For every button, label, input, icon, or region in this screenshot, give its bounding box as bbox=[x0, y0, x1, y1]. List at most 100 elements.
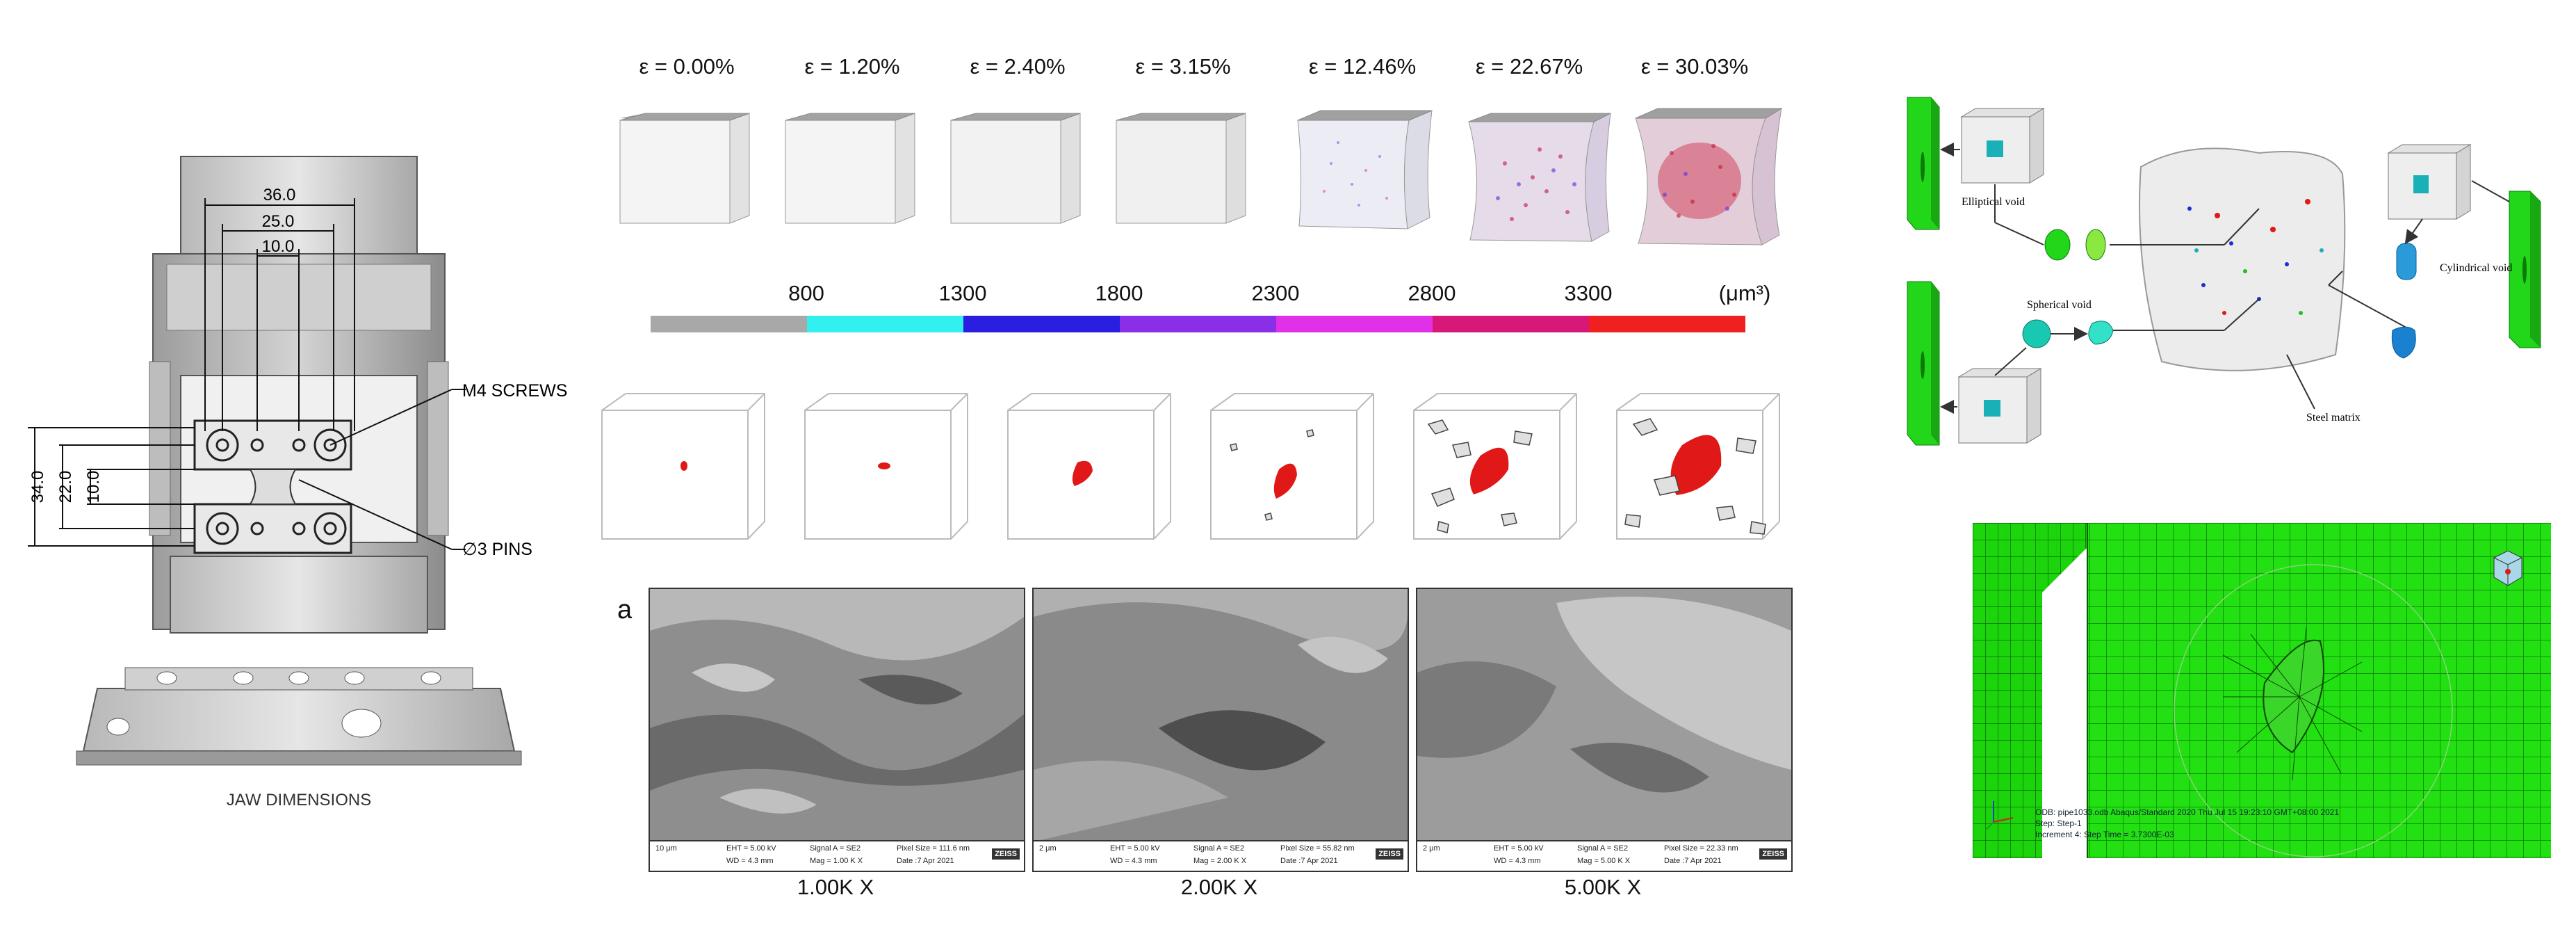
sem-info-bar: 2 μm EHT = 5.00 kV WD = 4.3 mm Signal A … bbox=[1417, 840, 1791, 871]
mesh-cube-top bbox=[1960, 108, 2045, 184]
jaw-caption: JAW DIMENSIONS bbox=[227, 791, 371, 809]
colorbar-seg-0 bbox=[651, 316, 807, 332]
sem-mag-label-0: 1.00K X bbox=[797, 875, 874, 899]
view-cube bbox=[2493, 550, 2522, 586]
dim-10-left: 10.0 bbox=[84, 471, 103, 503]
strain-label-1: ε = 1.20% bbox=[804, 54, 900, 79]
sem-info-bar: 10 μm EHT = 5.00 kV WD = 4.3 mm Signal A… bbox=[650, 840, 1024, 871]
sem-signal: Signal A = SE2 bbox=[1193, 844, 1245, 853]
sem-mag-label-1: 2.00K X bbox=[1180, 875, 1258, 899]
sem-signal: Signal A = SE2 bbox=[810, 844, 861, 853]
wire-box-5 bbox=[1616, 393, 1780, 540]
void-evolution-row bbox=[601, 393, 1780, 540]
jaw-drawing: 36.0 25.0 10.0 34.0 22.0 10.0 M4 SCREWS … bbox=[28, 156, 567, 809]
elliptical-void-side bbox=[2085, 229, 2106, 261]
void-cube-1 bbox=[785, 113, 915, 224]
colorbar-tick-0: 800 bbox=[788, 281, 824, 305]
steel-matrix bbox=[2139, 147, 2346, 371]
colorbar-tick-1: 1300 bbox=[938, 281, 987, 305]
void-cube-0 bbox=[619, 113, 750, 224]
pins-label: ∅3 PINS bbox=[462, 540, 532, 559]
strain-label-6: ε = 30.03% bbox=[1640, 54, 1749, 79]
spherical-void bbox=[2022, 319, 2051, 348]
fem-mesh-view: ODB: pipe1033.odb Abaqus/Standard 2020 T… bbox=[1973, 523, 2551, 858]
wire-box-1 bbox=[804, 393, 968, 540]
wire-box-3 bbox=[1210, 393, 1374, 540]
fem-info-odb: ODB: pipe1033.odb Abaqus/Standard 2020 T… bbox=[2035, 807, 2339, 817]
sem-panel-label: a bbox=[617, 595, 633, 624]
spherical-void-side bbox=[2088, 321, 2114, 345]
dim-25: 25.0 bbox=[262, 212, 295, 231]
fem-info-increment: Increment 4: Step Time = 3.7300E-03 bbox=[2035, 830, 2174, 839]
sem-wd: WD = 4.3 mm bbox=[1110, 857, 1157, 865]
m4-screws-label: M4 SCREWS bbox=[462, 381, 567, 401]
sem-scale: 10 μm bbox=[655, 844, 677, 853]
sem-eht: EHT = 5.00 kV bbox=[726, 844, 776, 853]
sem-info-bar: 2 μm EHT = 5.00 kV WD = 4.3 mm Signal A … bbox=[1034, 840, 1408, 871]
sem-mag-label-2: 5.00K X bbox=[1564, 875, 1642, 899]
sem-image-2: 2 μm EHT = 5.00 kV WD = 4.3 mm Signal A … bbox=[1416, 588, 1793, 872]
void-cube-2 bbox=[950, 113, 1081, 224]
sem-pixel: Pixel Size = 22.33 nm bbox=[1664, 844, 1738, 853]
elliptical-void-label: Elliptical void bbox=[1962, 196, 2025, 208]
sem-mag-text: Mag = 1.00 K X bbox=[810, 857, 863, 865]
void-cube-row bbox=[619, 108, 1783, 245]
mesh-cube-right bbox=[2387, 144, 2472, 220]
strain-label-2: ε = 2.40% bbox=[970, 54, 1066, 79]
zeiss-logo: ZEISS bbox=[1759, 848, 1787, 860]
colorbar-tick-4: 2800 bbox=[1408, 281, 1456, 305]
sem-eht: EHT = 5.00 kV bbox=[1494, 844, 1544, 853]
dim-22: 22.0 bbox=[56, 471, 75, 503]
colorbar-seg-4 bbox=[1276, 316, 1433, 332]
green-plate-right bbox=[2509, 191, 2541, 348]
sem-eht: EHT = 5.00 kV bbox=[1110, 844, 1160, 853]
green-plate-top-left bbox=[1907, 97, 1940, 230]
sem-wd: WD = 4.3 mm bbox=[726, 857, 774, 865]
strain-label-5: ε = 22.67% bbox=[1475, 54, 1583, 79]
sem-scale: 2 μm bbox=[1039, 844, 1057, 853]
zeiss-logo: ZEISS bbox=[1376, 848, 1403, 860]
zeiss-logo: ZEISS bbox=[992, 848, 1020, 860]
sem-date: Date :7 Apr 2021 bbox=[897, 857, 954, 865]
dim-34: 34.0 bbox=[28, 471, 47, 503]
void-cube-6 bbox=[1635, 108, 1783, 245]
cylindrical-void-side bbox=[2391, 326, 2416, 359]
dim-10-top: 10.0 bbox=[262, 237, 295, 256]
dim-36: 36.0 bbox=[263, 186, 296, 204]
colorbar-unit: (μm³) bbox=[1718, 281, 1771, 305]
axis-triad bbox=[1984, 801, 2014, 831]
void-cube-5 bbox=[1468, 113, 1611, 242]
colorbar-seg-3 bbox=[1120, 316, 1276, 332]
sem-pixel: Pixel Size = 111.6 nm bbox=[897, 844, 970, 853]
spherical-void-label: Spherical void bbox=[2027, 299, 2092, 311]
colorbar-seg-6 bbox=[1589, 316, 1745, 332]
sem-mag-text: Mag = 2.00 K X bbox=[1193, 857, 1247, 865]
sem-wd: WD = 4.3 mm bbox=[1494, 857, 1541, 865]
cylindrical-void bbox=[2396, 243, 2417, 280]
wire-box-4 bbox=[1413, 393, 1577, 540]
strain-label-0: ε = 0.00% bbox=[639, 54, 735, 79]
colorbar-seg-2 bbox=[963, 316, 1120, 332]
cylindrical-void-label: Cylindrical void bbox=[2440, 262, 2512, 274]
sem-pixel: Pixel Size = 55.82 nm bbox=[1280, 844, 1355, 853]
wire-box-0 bbox=[601, 393, 765, 540]
fem-info-step: Step: Step-1 bbox=[2035, 819, 2082, 828]
strain-label-4: ε = 12.46% bbox=[1308, 54, 1417, 79]
void-shapes-diagram: Elliptical void Spherical void Cylindric… bbox=[1907, 97, 2541, 446]
elliptical-void bbox=[2044, 229, 2071, 261]
colorbar-tick-2: 1800 bbox=[1095, 281, 1143, 305]
strain-label-3: ε = 3.15% bbox=[1135, 54, 1231, 79]
sem-signal: Signal A = SE2 bbox=[1577, 844, 1629, 853]
wire-box-2 bbox=[1007, 393, 1171, 540]
sem-image-1: 2 μm EHT = 5.00 kV WD = 4.3 mm Signal A … bbox=[1032, 588, 1409, 872]
sem-image-0: 10 μm EHT = 5.00 kV WD = 4.3 mm Signal A… bbox=[649, 588, 1025, 872]
colorbar-seg-1 bbox=[807, 316, 963, 332]
void-cube-4 bbox=[1297, 110, 1433, 229]
sem-date: Date :7 Apr 2021 bbox=[1664, 857, 1722, 865]
green-plate-bottom-left bbox=[1907, 281, 1940, 446]
void-cube-3 bbox=[1116, 113, 1246, 224]
steel-matrix-label: Steel matrix bbox=[2306, 412, 2361, 424]
colorbar-seg-5 bbox=[1433, 316, 1589, 332]
colorbar-tick-3: 2300 bbox=[1251, 281, 1300, 305]
mesh-cube-bottom bbox=[1957, 368, 2042, 444]
